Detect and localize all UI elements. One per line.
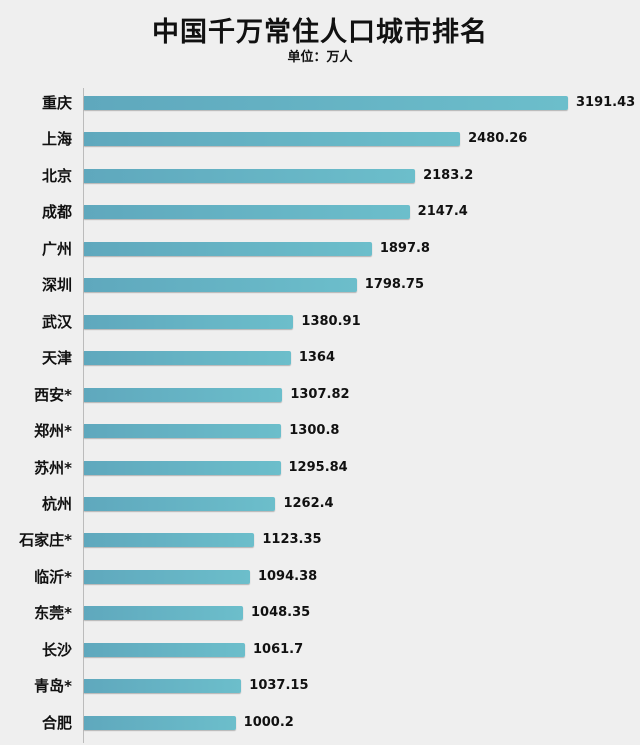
data-label: 1037.15 [249, 678, 309, 694]
data-label: 1897.8 [379, 240, 430, 256]
chart-title: 中国千万常住人口城市排名 [152, 17, 488, 48]
data-label: 1061.7 [253, 641, 304, 657]
data-label: 2147.4 [417, 204, 468, 220]
category-label: 深圳 [41, 276, 72, 295]
data-label: 1798.75 [364, 277, 424, 293]
bar [84, 132, 461, 147]
category-label: 杭州 [41, 494, 72, 513]
category-label: 上海 [41, 130, 72, 149]
bar [84, 96, 568, 110]
bar [84, 424, 282, 439]
bar [84, 387, 283, 402]
bar [84, 679, 242, 694]
bar [84, 168, 416, 183]
data-label: 1380.91 [301, 313, 361, 329]
bar [84, 460, 281, 475]
category-label: 临沂* [34, 567, 72, 586]
data-label: 2480.26 [468, 131, 528, 147]
data-label: 1094.38 [257, 568, 318, 584]
bar [84, 533, 255, 548]
bar [84, 241, 372, 256]
category-label: 北京 [41, 166, 72, 185]
bar [84, 314, 294, 329]
data-label: 1048.35 [250, 605, 311, 621]
bar [84, 278, 357, 293]
data-label: 1262.4 [283, 495, 334, 511]
category-label: 广州 [41, 239, 72, 258]
category-label: 东莞* [34, 604, 72, 623]
data-label: 1000.2 [243, 714, 294, 730]
bar [84, 606, 243, 621]
bar [84, 351, 291, 366]
category-label: 合肥 [41, 713, 72, 732]
bar [84, 569, 250, 584]
category-label: 西安* [34, 385, 72, 404]
bar [84, 496, 276, 511]
bar [84, 642, 245, 657]
category-label: 长沙 [41, 640, 72, 659]
data-label: 1295.84 [288, 459, 348, 475]
category-label: 武汉 [41, 312, 72, 331]
data-label: 1364 [298, 350, 336, 366]
data-label: 1123.35 [262, 532, 322, 548]
data-label: 2183.2 [423, 167, 474, 183]
data-label: 3191.43 [576, 95, 636, 110]
data-label: 1307.82 [290, 386, 350, 402]
chart-subtitle: 单位：万人 [287, 50, 353, 65]
bar [84, 715, 236, 730]
category-label: 天津 [41, 349, 72, 368]
category-label: 青岛* [34, 677, 72, 696]
bar [84, 205, 410, 220]
category-label: 郑州* [34, 422, 72, 441]
category-label: 成都 [41, 203, 72, 222]
category-label: 重庆 [41, 94, 72, 112]
category-axis-line [83, 88, 84, 743]
data-label: 1300.8 [289, 423, 340, 439]
category-label: 石家庄* [19, 531, 72, 550]
category-label: 苏州* [34, 458, 72, 477]
